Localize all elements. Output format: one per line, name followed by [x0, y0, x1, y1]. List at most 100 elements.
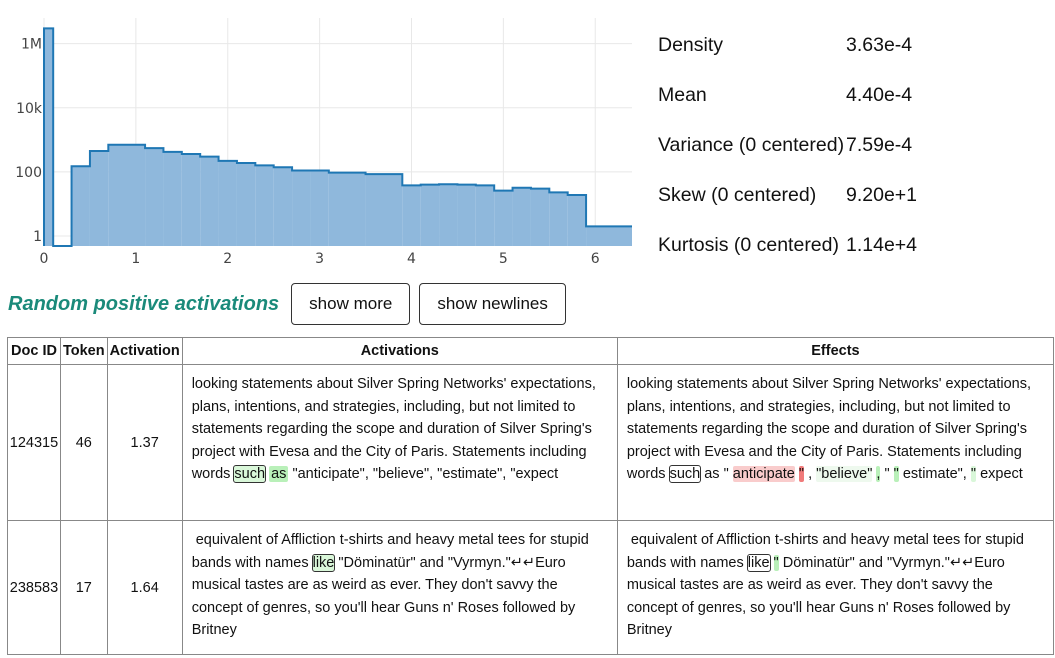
cell-effects-text: looking statements about Silver Spring N… — [616, 364, 1055, 521]
stat-value: 1.14e+4 — [846, 234, 918, 256]
show-newlines-button[interactable]: show newlines — [419, 283, 566, 325]
token-span: " — [798, 466, 805, 483]
token-span: equivalent of Affliction t-shirts and he… — [191, 532, 589, 571]
token-span: equivalent of Affliction t-shirts and he… — [626, 532, 1024, 571]
histogram-bar — [310, 170, 329, 246]
x-tick-label: 1 — [131, 251, 140, 267]
cell-activations-text: looking statements about Silver Spring N… — [181, 364, 618, 521]
histogram-bar — [218, 160, 237, 246]
cell-token: 17 — [59, 520, 108, 655]
cell-token: 46 — [59, 364, 108, 521]
histogram-bar — [292, 170, 311, 246]
stat-name: Variance (0 centered) — [658, 134, 845, 156]
token-span: , — [808, 466, 813, 483]
y-tick-label: 10k — [16, 101, 43, 117]
col-doc-id: Doc ID — [7, 337, 61, 365]
histogram-bar — [457, 184, 476, 246]
stat-value: 3.63e-4 — [846, 34, 913, 56]
token-span: like — [746, 553, 771, 572]
histogram-bar — [200, 156, 219, 246]
token-span: " — [773, 554, 779, 571]
token-span: looking statements about Silver Spring N… — [191, 376, 596, 483]
table-row: 238583 17 1.64 equivalent of Affliction … — [7, 520, 1055, 655]
token-span: anticipate — [732, 466, 795, 483]
stat-name: Density — [658, 34, 724, 56]
histogram-bar — [512, 187, 531, 246]
histogram-bar — [163, 151, 182, 246]
col-effects: Effects — [616, 337, 1055, 365]
histogram-outline — [43, 27, 632, 247]
activations-table: Doc ID Token Activation Activations Effe… — [7, 337, 1055, 655]
histogram-bar — [549, 192, 568, 246]
token-span: "Döminatür" and "Vyrmyn."↵↵Euro musical … — [191, 554, 576, 639]
histogram-bar — [439, 184, 458, 246]
cell-activations-text: equivalent of Affliction t-shirts and he… — [181, 520, 618, 655]
histogram-bar — [530, 188, 550, 246]
stat-row: Variance (0 centered) 7.59e-4 — [658, 134, 1038, 184]
stat-row: Mean 4.40e-4 — [658, 84, 1038, 134]
cell-doc-id: 124315 — [7, 364, 61, 521]
token-span: " — [723, 466, 729, 483]
y-tick-label: 1M — [21, 37, 42, 53]
histogram-bar — [420, 184, 440, 246]
x-tick-label: 3 — [315, 251, 324, 267]
histogram-bar — [402, 185, 421, 246]
section-title: Random positive activations — [8, 292, 280, 315]
token-span: like — [311, 553, 336, 572]
token-span: "anticipate", "believe", "estimate", "ex… — [292, 466, 559, 483]
col-activation: Activation — [106, 337, 183, 365]
x-tick-label: 0 — [40, 251, 49, 267]
histogram-bar — [255, 165, 274, 246]
stat-value: 7.59e-4 — [846, 134, 913, 156]
histogram-bar — [44, 28, 54, 247]
histogram-bar — [145, 148, 164, 246]
token-span: such — [668, 465, 702, 484]
histogram-bar — [89, 150, 109, 246]
token-span: " — [893, 466, 899, 483]
activation-histogram: 0 1 2 3 4 5 6 1M 10k 100 1 — [15, 18, 632, 267]
token-span: , — [876, 466, 881, 483]
cell-effects-text: equivalent of Affliction t-shirts and he… — [616, 520, 1055, 655]
stat-name: Mean — [658, 84, 707, 106]
controls-bar: Random positive activations show more sh… — [8, 283, 575, 325]
cell-doc-id: 238583 — [7, 520, 61, 655]
stats-panel: Density 3.63e-4 Mean 4.40e-4 Variance (0 cen… — [658, 34, 1038, 284]
cell-activation: 1.64 — [106, 520, 183, 655]
histogram-bar — [365, 174, 403, 246]
cell-activation: 1.37 — [106, 364, 183, 521]
token-span: looking statements about Silver Spring N… — [626, 376, 1031, 483]
token-span: estimate", — [902, 466, 967, 483]
x-tick-label: 6 — [591, 251, 600, 267]
token-span: " — [970, 466, 977, 483]
histogram-bar — [108, 144, 146, 246]
token-span: expect — [980, 466, 1023, 483]
show-more-button[interactable]: show more — [291, 283, 411, 325]
y-tick-label: 100 — [15, 165, 42, 181]
col-activations: Activations — [181, 337, 618, 365]
stat-row: Density 3.63e-4 — [658, 34, 1038, 84]
histogram-bar — [273, 167, 293, 246]
histogram-bar — [475, 185, 495, 246]
token-span: as — [269, 466, 289, 483]
stat-value: 4.40e-4 — [846, 84, 913, 106]
token-span: such — [233, 465, 267, 484]
stat-row: Skew (0 centered) 9.20e+1 — [658, 184, 1038, 234]
stat-name: Kurtosis (0 centered) — [658, 234, 839, 256]
histogram-bar — [586, 226, 632, 246]
stat-row: Kurtosis (0 centered) 1.14e+4 — [658, 234, 1038, 284]
y-tick-label: 1 — [33, 229, 42, 245]
histogram-bar — [71, 166, 90, 246]
token-span: Döminatür" and "Vyrmyn."↵↵Euro musical t… — [626, 554, 1011, 639]
table-header-row: Doc ID Token Activation Activations Effe… — [7, 337, 1055, 365]
histogram-bar — [181, 154, 201, 246]
token-span: as — [704, 466, 720, 483]
histogram-bar — [494, 190, 513, 246]
token-span: " — [884, 466, 890, 483]
x-tick-label: 2 — [223, 251, 232, 267]
x-tick-label: 5 — [499, 251, 508, 267]
histogram-bar — [567, 195, 587, 246]
token-span: "believe" — [816, 466, 873, 483]
x-tick-label: 4 — [407, 251, 416, 267]
stat-name: Skew (0 centered) — [658, 184, 817, 206]
histogram-bar — [328, 172, 366, 246]
